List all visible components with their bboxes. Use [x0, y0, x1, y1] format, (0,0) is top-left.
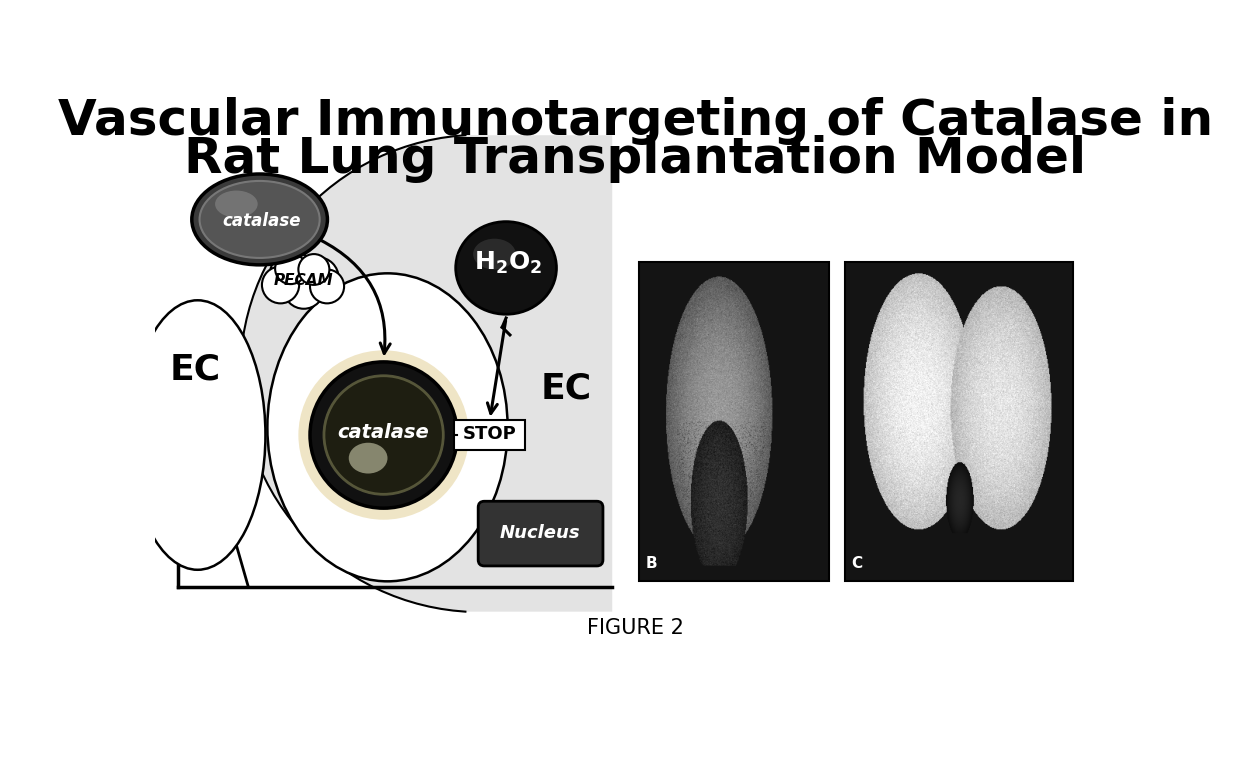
Circle shape — [296, 257, 339, 299]
Text: B: B — [646, 556, 657, 571]
FancyArrowPatch shape — [320, 240, 391, 354]
Text: $\mathbf{H_2O_2}$: $\mathbf{H_2O_2}$ — [474, 251, 542, 276]
Circle shape — [324, 375, 444, 494]
Circle shape — [284, 269, 324, 309]
Text: C: C — [851, 556, 862, 571]
Circle shape — [299, 350, 469, 520]
Circle shape — [310, 362, 458, 508]
FancyBboxPatch shape — [479, 501, 603, 566]
Text: Rat Lung Transplantation Model: Rat Lung Transplantation Model — [185, 136, 1086, 183]
Text: EC: EC — [170, 353, 221, 387]
Circle shape — [270, 252, 316, 298]
Polygon shape — [241, 136, 613, 612]
Text: Nucleus: Nucleus — [500, 524, 580, 542]
Circle shape — [310, 269, 345, 304]
Ellipse shape — [456, 222, 557, 314]
Bar — [640, 262, 830, 581]
Circle shape — [275, 254, 306, 284]
Text: EC: EC — [541, 372, 591, 406]
Bar — [844, 262, 1074, 581]
Text: STOP: STOP — [463, 425, 517, 444]
Ellipse shape — [130, 301, 265, 570]
Text: catalase: catalase — [337, 423, 429, 442]
Ellipse shape — [192, 174, 327, 265]
Circle shape — [299, 254, 330, 285]
Text: Vascular Immunotargeting of Catalase in: Vascular Immunotargeting of Catalase in — [58, 97, 1213, 145]
Text: catalase: catalase — [223, 212, 301, 230]
FancyBboxPatch shape — [454, 419, 526, 450]
Ellipse shape — [474, 238, 516, 269]
Circle shape — [262, 266, 299, 304]
Ellipse shape — [348, 443, 387, 474]
Text: FIGURE 2: FIGURE 2 — [587, 618, 684, 637]
Ellipse shape — [215, 191, 258, 217]
Ellipse shape — [200, 181, 320, 258]
Text: PECAM: PECAM — [274, 273, 334, 288]
Ellipse shape — [268, 273, 507, 581]
Polygon shape — [179, 343, 248, 587]
